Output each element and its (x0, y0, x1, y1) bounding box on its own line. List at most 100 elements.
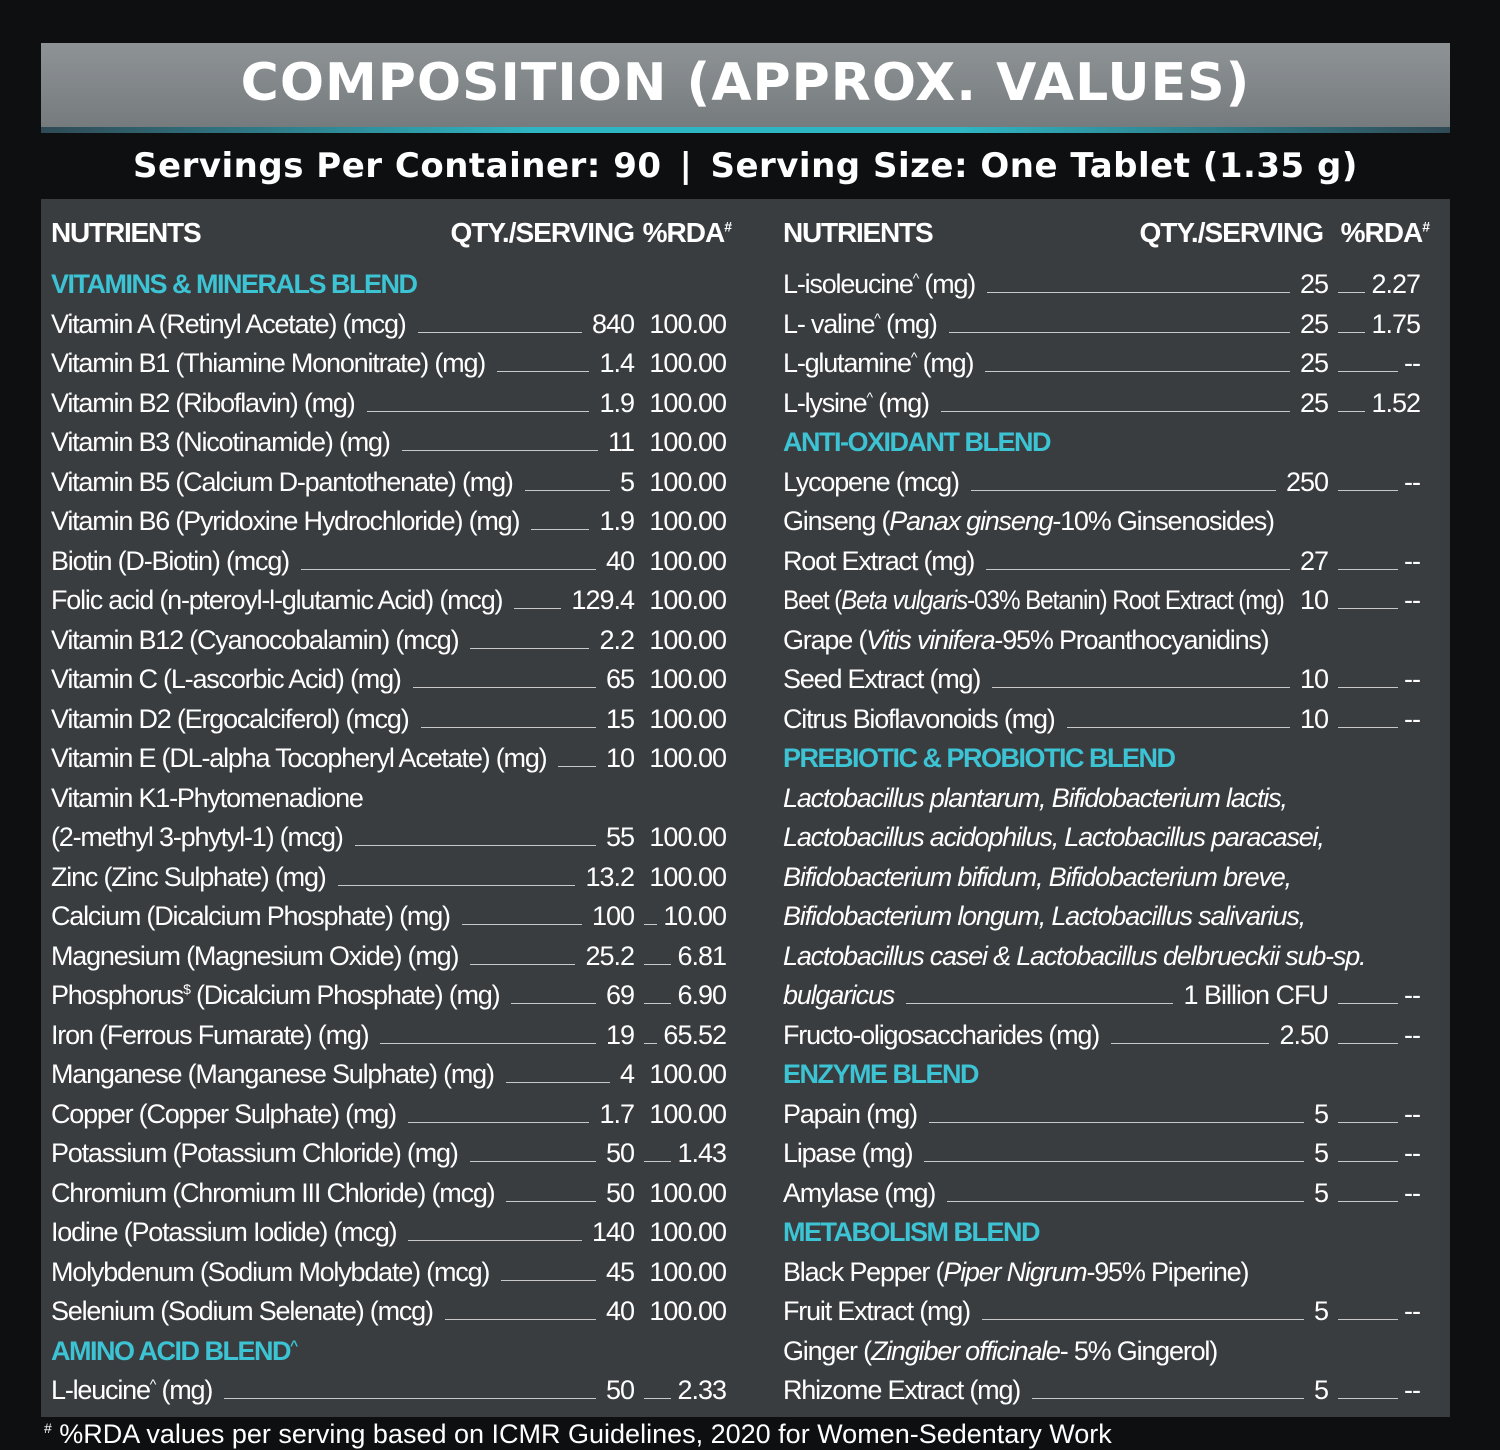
nutrient-name: Manganese (Manganese Sulphate) (mg) (51, 1055, 495, 1094)
nutrient-row: Amylase (mg) 5 -- (773, 1174, 1450, 1213)
rda-value: -- (1404, 1098, 1421, 1129)
nutrient-row: Fructo-oligosaccharides (mg) 2.50 -- (773, 1016, 1450, 1055)
latin-name: Vitis vinifera (866, 624, 995, 655)
nutrient-name-text: Black Pepper ( (783, 1256, 944, 1287)
nutrient-name: Fructo-oligosaccharides (mg) (783, 1016, 1100, 1055)
nutrient-row: Vitamin B6 (Pyridoxine Hydrochloride) (m… (41, 502, 741, 541)
nutrient-name-text: Papain (mg) (783, 1098, 918, 1129)
nutrient-name-text: Selenium (Sodium Selenate) (mcg) (51, 1296, 434, 1326)
qty-value: 50 (605, 1138, 635, 1168)
nutrient-name-text: Grape ( (783, 624, 867, 655)
nutrient-name-text: ENZYME BLEND (783, 1059, 980, 1089)
qty-value: 10 (605, 743, 635, 773)
rda-value: -- (1404, 1375, 1421, 1405)
qty-value: 40 (605, 545, 635, 576)
leader-line (987, 292, 1290, 293)
nutrient-row: Vitamin B12 (Cyanocobalamin) (mcg) 2.2 100… (41, 621, 741, 660)
footnote: # %RDA values per serving based on ICMR … (44, 1418, 1444, 1450)
nutrient-name-text: Iron (Ferrous Fumarate) (mg) (51, 1019, 370, 1050)
rda-value: -- (1404, 1019, 1421, 1050)
nutrient-row: Papain (mg) 5 -- (773, 1095, 1450, 1134)
nutrient-row: Ginseng (Panax ginseng-10% Ginsenosides) (773, 502, 1450, 541)
leader-line (531, 529, 590, 530)
rda-value: -- (1404, 466, 1421, 497)
nutrient-name-suffix: (mg) (155, 1375, 213, 1405)
superscript-mark: $ (183, 981, 191, 997)
nutrient-row: Lactobacillus casei & Lactobacillus delb… (773, 937, 1450, 976)
qty-value: 5 (1313, 1296, 1329, 1326)
nutrient-name: L- valine^ (mg) (783, 305, 938, 344)
leader-line (986, 568, 1290, 570)
nutrient-row: Ginger (Zingiber officinale- 5% Gingerol… (773, 1332, 1450, 1371)
rda-value: -- (1404, 980, 1421, 1010)
rda-value: 6.90 (677, 980, 727, 1010)
rda-leader-line (1338, 489, 1399, 491)
blend-heading: VITAMINS & MINERALS BLEND (41, 265, 741, 304)
rda-value: 10.00 (663, 901, 727, 931)
rda-value: -- (1404, 545, 1421, 576)
nutrient-name-text: Molybdenum (Sodium Molybdate) (mcg) (51, 1256, 490, 1287)
nutrient-name: Magnesium (Magnesium Oxide) (mg) (51, 937, 459, 976)
rda-value: 65.52 (663, 1019, 727, 1050)
nutrient-row: Phosphorus$ (Dicalcium Phosphate) (mg) 69… (41, 976, 741, 1015)
qty-value: 2.2 (599, 624, 635, 655)
nutrient-name: Vitamin B12 (Cyanocobalamin) (mcg) (51, 621, 460, 660)
nutrient-name-text: Bifidobacterium longum, Lactobacillus sa… (783, 901, 1306, 931)
latin-name: Panax ginseng (889, 506, 1053, 536)
nutrient-name-text: L-lysine (783, 387, 868, 418)
nutrient-name: Selenium (Sodium Selenate) (mcg) (51, 1292, 434, 1331)
qty-value: 25 (1299, 308, 1329, 339)
nutrient-name: bulgaricus (783, 976, 895, 1015)
qty-value: 5 (1313, 1098, 1329, 1129)
leader-line (470, 963, 576, 965)
footnote-mark: # (44, 1420, 52, 1436)
qty-value: 50 (605, 1177, 635, 1208)
rda-value: 100.00 (649, 427, 727, 457)
nutrient-name: Vitamin B2 (Riboflavin) (mg) (51, 384, 356, 423)
nutrient-row: Copper (Copper Sulphate) (mg) 1.7 100.00 (41, 1095, 741, 1134)
nutrient-name: (2-methyl 3-phytyl-1) (mcg) (51, 818, 344, 857)
nutrient-name: Lipase (mg) (783, 1134, 914, 1173)
rda-value: -- (1404, 1177, 1421, 1208)
leader-line (444, 1319, 596, 1320)
nutrient-row: (2-methyl 3-phytyl-1) (mcg) 55 100.00 (41, 818, 741, 857)
nutrient-name: Biotin (D-Biotin) (mcg) (51, 542, 290, 581)
qty-value: 45 (605, 1256, 635, 1287)
nutrient-name: Zinc (Zinc Sulphate) (mg) (51, 858, 327, 897)
nutrient-row: Bifidobacterium bifidum, Bifidobacterium… (773, 858, 1450, 897)
qty-value: 1.4 (599, 348, 635, 378)
nutrient-name-text: Vitamin B6 (Pyridoxine Hydrochloride) (m… (51, 506, 520, 536)
rda-leader-line (644, 1042, 658, 1044)
nutrient-row: L- valine^ (mg) 25 1.75 (773, 305, 1450, 344)
blend-heading: AMINO ACID BLEND^ (41, 1332, 741, 1371)
nutrient-row: Vitamin B1 (Thiamine Mononitrate) (mg) 1.… (41, 344, 741, 383)
nutrient-name: Vitamin C (L-ascorbic Acid) (mg) (51, 660, 402, 699)
qty-header: QTY./SERVING (1139, 217, 1324, 248)
nutrient-row: Vitamin B5 (Calcium D-pantothenate) (mg)… (41, 463, 741, 502)
leader-line (524, 489, 610, 491)
nutrient-name: Vitamin K1-Phytomenadione (51, 779, 364, 818)
title-bar: COMPOSITION (APPROX. VALUES) (41, 43, 1450, 127)
rda-value: 100.00 (649, 1059, 727, 1089)
latin-name: Beta vulgaris (841, 585, 968, 615)
leader-line (380, 1042, 596, 1044)
rda-value: 100.00 (649, 664, 727, 694)
leader-line (1111, 1042, 1270, 1044)
nutrient-name-text: Phosphorus (51, 980, 184, 1010)
nutrient-name-text: Seed Extract (mg) (783, 664, 981, 694)
superscript-mark: ^ (149, 1376, 157, 1392)
qty-value: 100 (591, 901, 635, 931)
nutrient-name: Beet (Beta vulgaris-03% Betanin) Root Ex… (783, 581, 1285, 620)
leader-line (469, 1161, 596, 1162)
rda-value: -- (1404, 348, 1421, 378)
leader-line (948, 331, 1290, 333)
right-column-header: NUTRIENTS QTY./SERVING %RDA# (773, 213, 1450, 252)
serving-separator: | (679, 146, 693, 186)
nutrient-name-suffix: - 5% Gingerol) (1059, 1335, 1218, 1366)
nutrient-row: Potassium (Potassium Chloride) (mg) 50 1.4… (41, 1134, 741, 1173)
leader-line (401, 450, 598, 451)
leader-line (354, 845, 596, 846)
nutrient-name-suffix: -03% Betanin) Root Extract (mg) (967, 585, 1285, 615)
qty-value: 1.9 (599, 506, 635, 536)
nutrient-name: Calcium (Dicalcium Phosphate) (mg) (51, 897, 451, 936)
